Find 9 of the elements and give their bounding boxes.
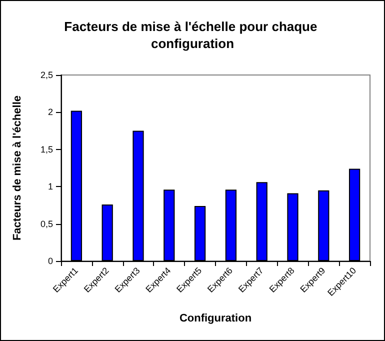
y-tick-label: 2 xyxy=(48,107,53,118)
y-tick-label: 2,5 xyxy=(40,70,53,80)
y-tick-label: 0,5 xyxy=(40,218,53,229)
chart-title: Facteurs de mise à l'échelle pour chaque configuration xyxy=(64,19,321,51)
y-tick-label: 0 xyxy=(48,256,53,266)
y-tick-label: 1 xyxy=(48,182,53,192)
x-axis-title: Configuration xyxy=(179,312,252,324)
y-tick-label: 1,5 xyxy=(40,144,53,154)
y-axis-title: Facteurs de mise à l'échelle xyxy=(12,95,24,241)
